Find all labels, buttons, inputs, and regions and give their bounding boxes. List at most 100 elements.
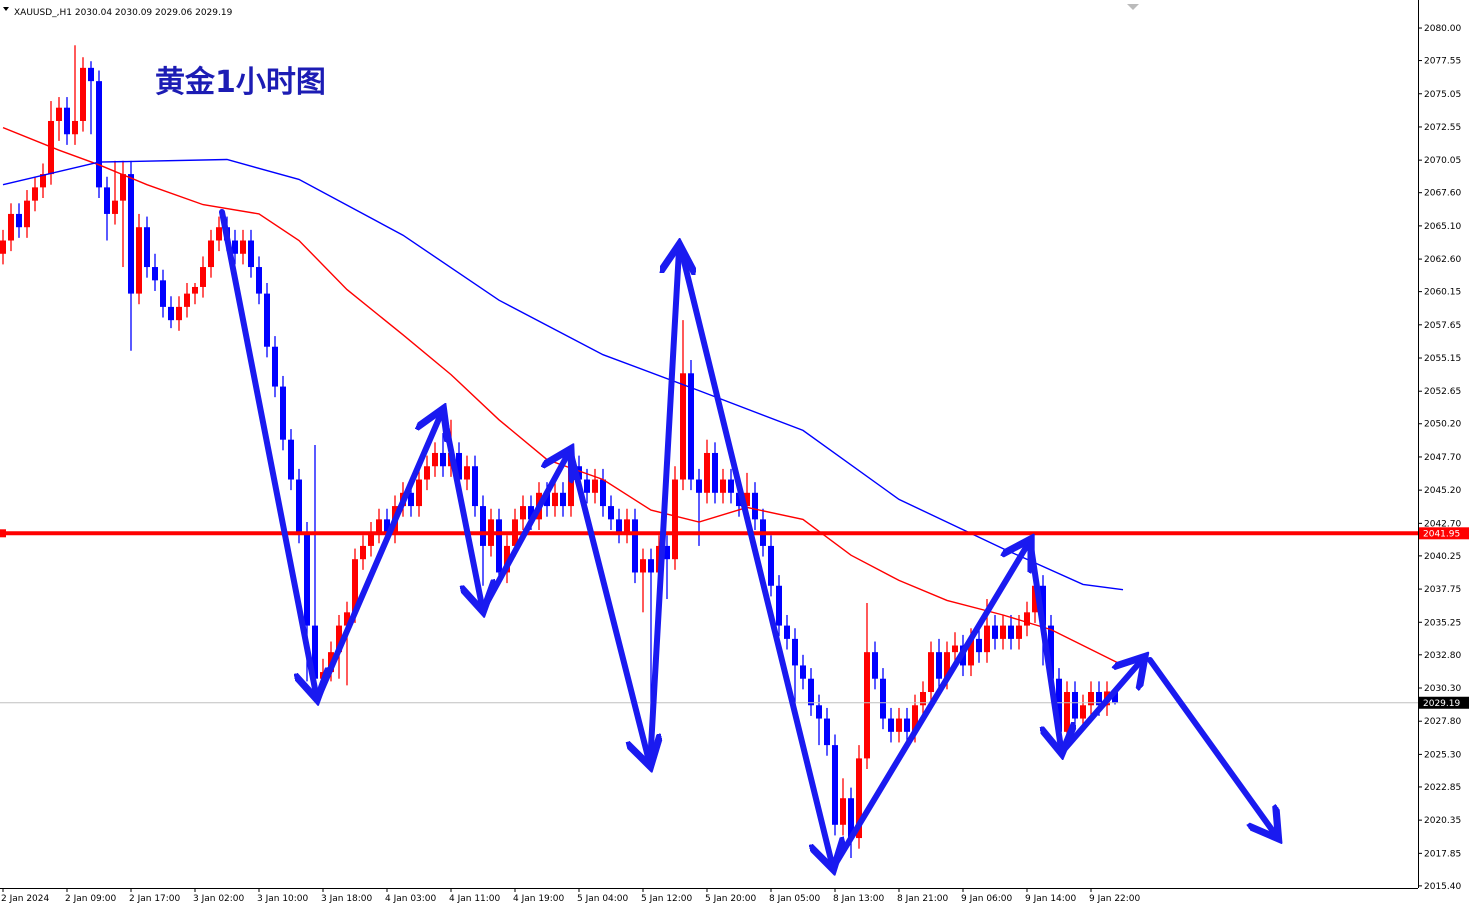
arrow (647, 250, 679, 768)
y-tick-label: 2027.80 (1424, 717, 1461, 727)
candle-body (424, 466, 430, 480)
candle-body (1080, 705, 1086, 719)
candle-body (1072, 691, 1078, 719)
candle-body (144, 227, 150, 268)
candle-body (856, 758, 862, 839)
x-tick-label: 4 Jan 03:00 (385, 894, 437, 904)
candle-body (696, 479, 702, 493)
candle-body (1032, 585, 1038, 613)
candle-body (832, 745, 838, 825)
candle-body (528, 506, 534, 520)
candle-body (8, 213, 14, 241)
candle-body (616, 519, 622, 533)
y-tick-label: 2060.15 (1424, 288, 1461, 298)
candle-body (16, 213, 22, 228)
candle-body (480, 506, 486, 546)
candle-body (728, 479, 734, 493)
candle-body (504, 545, 510, 573)
candle-body (1096, 691, 1102, 706)
candle-body (496, 519, 502, 573)
arrow (830, 544, 1028, 871)
candle-body (680, 373, 686, 480)
x-tick-label: 3 Jan 10:00 (257, 894, 309, 904)
arrow (315, 414, 441, 701)
x-tick-label: 5 Jan 04:00 (577, 894, 629, 904)
candle-body (848, 798, 854, 839)
candle-body (584, 479, 590, 493)
candle-body (1112, 691, 1118, 703)
shift-marker[interactable] (1127, 4, 1139, 10)
candle-body (376, 519, 382, 533)
candle-body (192, 286, 198, 294)
candle-body (672, 479, 678, 560)
x-tick-label: 8 Jan 21:00 (897, 894, 949, 904)
price-label: 2041.95 (1423, 529, 1460, 539)
candle-body (384, 519, 390, 533)
x-tick-label: 9 Jan 06:00 (961, 894, 1013, 904)
candle-body (1016, 625, 1022, 639)
y-tick-label: 2022.85 (1424, 783, 1461, 793)
symbol-menu-icon[interactable] (3, 7, 9, 11)
candle-body (280, 386, 286, 440)
candle-body (264, 293, 270, 347)
candle-body (1040, 585, 1046, 626)
candle-body (712, 452, 718, 493)
y-tick-label: 2015.40 (1424, 882, 1461, 892)
candle-body (456, 452, 462, 480)
candle-body (664, 545, 670, 560)
candle-body (928, 652, 934, 692)
candle-body (888, 718, 894, 732)
annotation-arrows (219, 209, 1275, 871)
candle-body (840, 798, 846, 825)
x-tick-label: 2 Jan 17:00 (129, 894, 181, 904)
candle-body (272, 346, 278, 387)
y-tick-label: 2035.25 (1424, 618, 1461, 628)
candle-body (1088, 691, 1094, 706)
candle-body (464, 466, 470, 480)
y-tick-label: 2025.30 (1424, 750, 1461, 760)
y-tick-label: 2050.20 (1424, 420, 1461, 430)
candle-body (296, 479, 302, 533)
plot-area (0, 45, 1418, 858)
x-tick-label: 2 Jan 2024 (1, 894, 49, 904)
y-tick-label: 2065.10 (1424, 222, 1461, 232)
arrow (677, 242, 832, 864)
candle-body (200, 267, 206, 287)
candle-body (976, 638, 982, 653)
candle-body (368, 532, 374, 546)
candle-body (184, 293, 190, 307)
candle-body (312, 625, 318, 679)
candle-body (736, 492, 742, 507)
candle-body (152, 267, 158, 281)
candle-body (1064, 691, 1070, 732)
candle-body (544, 492, 550, 507)
price-label-box (1419, 527, 1469, 540)
arrow (1059, 661, 1141, 755)
candle-body (408, 492, 414, 507)
x-tick-label: 2 Jan 09:00 (65, 894, 117, 904)
candle-body (752, 492, 758, 520)
arrow (567, 447, 649, 761)
candle-body (352, 559, 358, 613)
candle-body (472, 466, 478, 507)
candle-body (0, 240, 6, 254)
arrow (219, 209, 316, 694)
candle-body (440, 452, 446, 467)
candle-body (872, 652, 878, 679)
candle-body (784, 625, 790, 639)
candle-body (864, 652, 870, 759)
y-tick-label: 2055.15 (1424, 354, 1461, 364)
candle-body (176, 306, 182, 321)
candle-body (880, 678, 886, 719)
x-tick-label: 9 Jan 22:00 (1089, 894, 1141, 904)
candle-body (256, 267, 262, 294)
candle-body (576, 466, 582, 480)
candle-body (912, 705, 918, 732)
candle-body (608, 506, 614, 520)
candle-body (920, 691, 926, 706)
candle-body (56, 107, 62, 121)
candle-body (40, 174, 46, 188)
y-tick-label: 2017.85 (1424, 849, 1461, 859)
